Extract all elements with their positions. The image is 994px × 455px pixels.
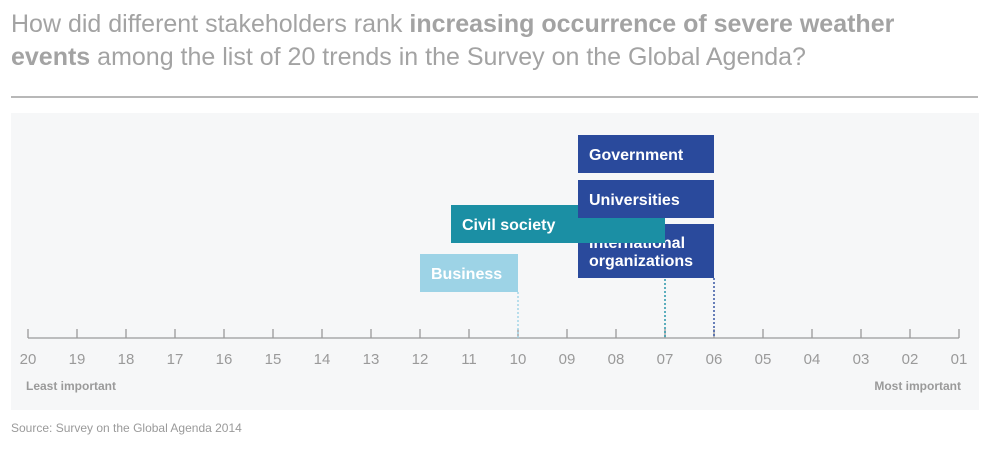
source-note: Source: Survey on the Global Agenda 2014 <box>11 421 242 435</box>
x-tick-label: 12 <box>412 351 429 368</box>
stakeholder-bar <box>578 135 714 173</box>
stakeholder-label: organizations <box>589 253 693 270</box>
x-tick-label: 14 <box>314 351 331 368</box>
stakeholder-label: Business <box>431 266 502 283</box>
x-tick-label: 17 <box>167 351 184 368</box>
stakeholder-bar <box>578 180 714 218</box>
x-min-label: Least important <box>26 379 116 393</box>
title-bold: increasing occurrence of severe weather … <box>11 10 895 71</box>
x-tick-label: 15 <box>265 351 282 368</box>
x-tick-label: 18 <box>118 351 135 368</box>
x-tick-label: 03 <box>853 351 870 368</box>
stakeholder-label: Government <box>589 147 684 164</box>
x-tick-label: 06 <box>706 351 723 368</box>
x-tick-label: 20 <box>20 351 37 368</box>
x-tick-label: 11 <box>461 351 477 368</box>
x-tick-label: 16 <box>216 351 233 368</box>
stakeholder-bar <box>420 254 518 292</box>
title-suffix: among the list of 20 trends in the Surve… <box>90 43 806 71</box>
x-tick-label: 08 <box>608 351 625 368</box>
x-tick-label: 13 <box>363 351 380 368</box>
x-tick-label: 04 <box>804 351 821 368</box>
x-tick-label: 19 <box>69 351 86 368</box>
x-tick-label: 02 <box>902 351 919 368</box>
x-tick-label: 07 <box>657 351 674 368</box>
title-divider <box>11 96 978 98</box>
x-tick-label: 10 <box>510 351 527 368</box>
chart-panel: 20 19 18 17 16 15 14 13 12 11 10 09 08 07 06 05 04 03 02 01… <box>11 113 979 410</box>
x-tick-label: 05 <box>755 351 772 368</box>
x-tick-label: 01 <box>951 351 968 368</box>
chart-svg: 20 19 18 17 16 15 14 13 12 11 10 09 08 07 06 05 04 03 02 01… <box>20 135 968 393</box>
chart-title: How did different stakeholders rank incr… <box>11 8 971 74</box>
stakeholder-label: Universities <box>589 192 680 209</box>
x-max-label: Most important <box>874 379 961 393</box>
stakeholder-label: Civil society <box>462 217 555 234</box>
x-tick-label: 09 <box>559 351 576 368</box>
title-prefix: How did different stakeholders rank <box>11 10 410 38</box>
